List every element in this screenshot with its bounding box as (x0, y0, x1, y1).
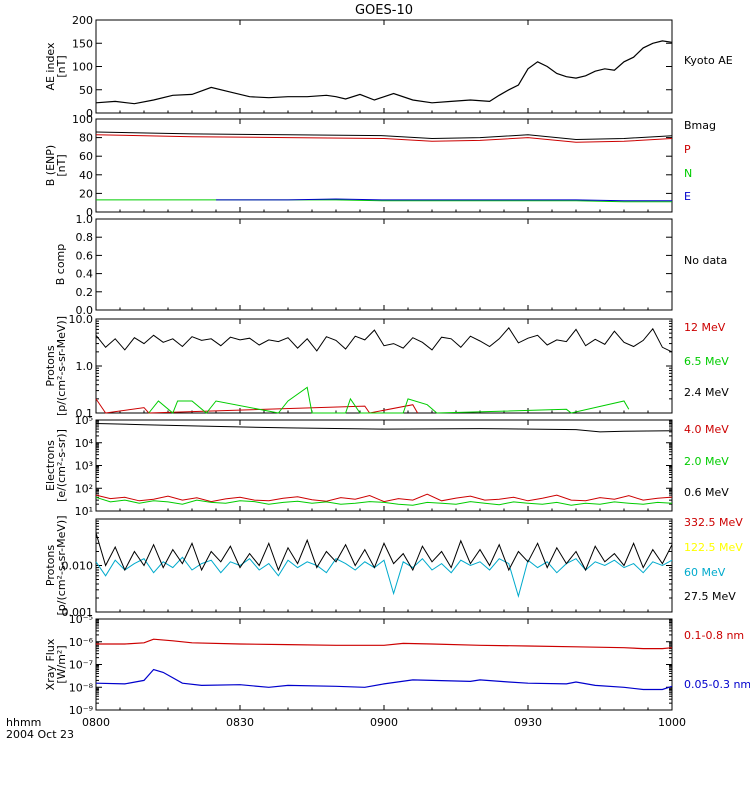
panel-frame-bcomp (95, 218, 673, 311)
panel-frame-protons_high (95, 518, 673, 613)
x-tick-label: 0830 (226, 716, 254, 729)
y-tick-label-xray: 10⁻⁵ (69, 613, 93, 626)
y-axis-label-xray: Xray Flux (44, 638, 57, 690)
y-tick-label-ae: 50 (79, 84, 93, 97)
x-tick-label: 0930 (514, 716, 542, 729)
y-axis-label-ae: [nT] (55, 55, 68, 77)
y-axis-label-electrons: [e/(cm²-s-sr)] (55, 429, 68, 502)
legend-protons_high-1: 122.5 MeV (684, 541, 743, 554)
y-tick-label-bfield: 0 (86, 206, 93, 219)
x-tick-label: 0800 (82, 716, 110, 729)
y-tick-label-bfield: 60 (79, 150, 93, 163)
chart-title: GOES-10 (355, 3, 413, 18)
series-line-protons_low-2 (95, 326, 673, 353)
y-tick-label-protons_low: 0.1 (76, 407, 94, 420)
series-line-ae-0 (95, 40, 673, 105)
legend-bfield-1: P (684, 143, 691, 156)
y-tick-label-bfield: 20 (79, 187, 93, 200)
panel-frame-bfield (95, 118, 673, 213)
y-tick-label-protons_high: 0.001 (62, 606, 94, 619)
legend-electrons-1: 2.0 MeV (684, 455, 729, 468)
y-tick-label-electrons: 10⁴ (75, 437, 94, 450)
y-tick-label-protons_low: 1.0 (76, 360, 94, 373)
y-axis-label-protons_low: [p/(cm²-s-sr-MeV)] (55, 316, 68, 416)
y-tick-label-bcomp: 1.0 (76, 213, 94, 226)
y-tick-label-xray: 10⁻⁸ (69, 681, 94, 694)
y-tick-label-bcomp: 0.2 (76, 286, 94, 299)
panel-frame-ae (95, 19, 673, 114)
legend-ae-0: Kyoto AE (684, 54, 733, 67)
y-tick-label-xray: 10⁻⁷ (69, 659, 93, 672)
y-tick-label-bfield: 80 (79, 132, 93, 145)
panel-frame-xray (95, 618, 673, 711)
panel-frame-protons_low (95, 318, 673, 414)
series-line-bfield-0 (95, 131, 673, 141)
series-line-bfield-3 (216, 198, 672, 202)
series-line-electrons-0 (95, 493, 673, 503)
y-axis-label-protons_low: Protons (44, 345, 57, 386)
no-data-note: No data (684, 254, 727, 267)
legend-protons_high-2: 60 MeV (684, 566, 726, 579)
y-tick-label-bfield: 40 (79, 169, 93, 182)
y-tick-label-bcomp: 0.8 (76, 231, 94, 244)
legend-protons_low-0: 12 MeV (684, 321, 726, 334)
legend-protons_high-3: 27.5 MeV (684, 590, 736, 603)
series-line-protons_high-3 (95, 532, 673, 572)
x-tick-label: 1000 (658, 716, 686, 729)
series-line-electrons-1 (95, 496, 673, 506)
y-axis-label-bcomp: B comp (54, 244, 67, 286)
time-label: hhmm (6, 716, 41, 729)
date-label: 2004 Oct 23 (6, 728, 74, 741)
y-tick-label-electrons: 10⁵ (75, 414, 93, 427)
y-tick-label-electrons: 10¹ (75, 505, 93, 518)
y-tick-label-electrons: 10³ (75, 460, 93, 473)
legend-protons_low-1: 6.5 MeV (684, 355, 729, 368)
y-tick-label-bcomp: 0.6 (76, 249, 94, 262)
y-tick-label-protons_low: 10.0 (69, 313, 94, 326)
y-axis-label-bfield: [nT] (55, 154, 68, 176)
series-line-bfield-1 (95, 134, 673, 143)
y-tick-label-electrons: 10² (75, 482, 93, 495)
y-axis-label-xray: [W/m²] (55, 645, 68, 683)
series-line-xray-1 (95, 668, 673, 691)
legend-bfield-2: N (684, 167, 692, 180)
y-tick-label-xray: 10⁻⁶ (69, 636, 94, 649)
legend-xray-0: 0.1-0.8 nm (684, 629, 744, 642)
y-tick-label-protons_high: 0.010 (62, 560, 94, 573)
y-tick-label-xray: 10⁻⁹ (69, 704, 93, 717)
legend-bfield-3: E (684, 190, 691, 203)
legend-electrons-2: 0.6 MeV (684, 486, 729, 499)
y-tick-label-ae: 0 (86, 107, 93, 120)
legend-protons_high-0: 332.5 MeV (684, 516, 743, 529)
series-line-protons_high-2 (95, 556, 673, 598)
y-axis-label-protons_high: [p/(cm²-s-sr-MeV)] (55, 516, 68, 616)
series-line-protons_low-1 (148, 386, 630, 414)
y-tick-label-bcomp: 0.0 (76, 304, 94, 317)
x-tick-label: 0900 (370, 716, 398, 729)
series-line-electrons-2 (95, 423, 673, 433)
legend-electrons-0: 4.0 MeV (684, 423, 729, 436)
y-axis-label-electrons: Electrons (44, 440, 57, 491)
series-line-xray-0 (96, 638, 673, 650)
y-tick-label-ae: 100 (72, 61, 93, 74)
y-tick-label-ae: 150 (72, 37, 93, 50)
y-axis-label-bfield: B (ENP) (44, 145, 57, 186)
panel-frame-electrons (95, 419, 673, 512)
y-axis-label-protons_high: Protons (44, 545, 57, 586)
y-tick-label-bcomp: 0.4 (76, 268, 94, 281)
legend-protons_low-2: 2.4 MeV (684, 386, 729, 399)
y-tick-label-ae: 200 (72, 14, 93, 27)
legend-bfield-0: Bmag (684, 119, 716, 132)
y-axis-label-ae: AE index (44, 42, 57, 91)
legend-xray-1: 0.05-0.3 nm (684, 678, 750, 691)
y-tick-label-bfield: 100 (72, 113, 93, 126)
